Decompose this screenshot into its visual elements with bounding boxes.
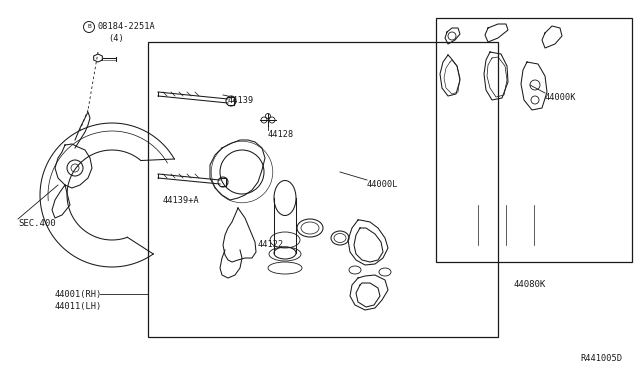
Text: 44139+A: 44139+A [163,196,200,205]
Text: 44128: 44128 [268,130,294,139]
Text: 44000L: 44000L [367,180,399,189]
Text: R441005D: R441005D [580,354,622,363]
Text: 44139: 44139 [228,96,254,105]
Text: (4): (4) [108,34,124,43]
Text: B: B [87,25,91,29]
Text: SEC.400: SEC.400 [18,219,56,228]
Text: 44080K: 44080K [514,280,546,289]
Text: 44122: 44122 [258,240,284,249]
Text: 44000K: 44000K [545,93,577,102]
Text: 44011(LH): 44011(LH) [55,302,102,311]
Bar [148,42,498,337]
Bar [436,18,632,262]
Text: 08184-2251A: 08184-2251A [97,22,155,31]
Text: 44001(RH): 44001(RH) [55,290,102,299]
